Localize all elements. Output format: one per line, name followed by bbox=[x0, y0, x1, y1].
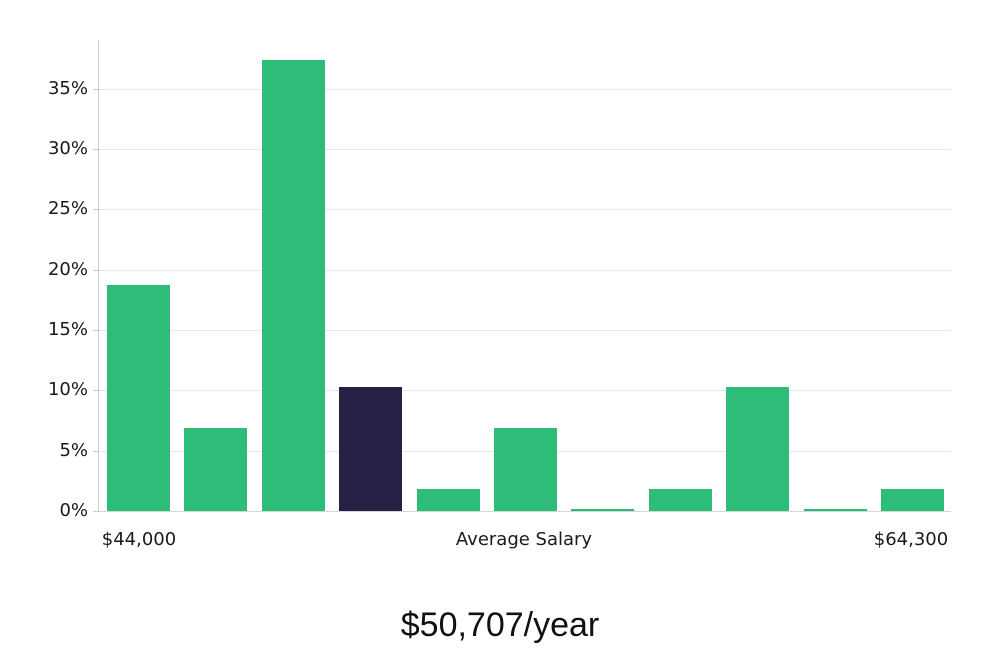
y-axis-tick-label: 35% bbox=[47, 77, 88, 99]
y-axis-tickmark bbox=[93, 511, 99, 512]
x-axis-label-average-salary: Average Salary bbox=[455, 529, 593, 550]
bar-11[interactable] bbox=[881, 489, 944, 511]
x-axis-label-min-salary: $44,000 bbox=[101, 529, 177, 550]
gridline bbox=[99, 88, 951, 90]
y-axis-tick-label: 25% bbox=[47, 198, 88, 220]
bar-1[interactable] bbox=[107, 285, 170, 511]
bar-6[interactable] bbox=[494, 427, 557, 511]
bar-9[interactable] bbox=[726, 386, 790, 511]
y-axis-tickmark bbox=[93, 269, 99, 271]
y-axis-tick-label: 10% bbox=[47, 379, 88, 401]
y-axis-tickmark bbox=[93, 330, 99, 332]
gridline bbox=[99, 269, 951, 271]
y-axis-tick-label: 30% bbox=[47, 138, 88, 160]
average-salary-title: $50,707/year bbox=[400, 606, 600, 644]
bar-8[interactable] bbox=[648, 489, 712, 511]
bar-4-highlighted[interactable] bbox=[339, 386, 403, 511]
y-axis-tick-label: 20% bbox=[47, 258, 88, 280]
y-axis-tickmark bbox=[93, 209, 99, 211]
gridline bbox=[99, 330, 951, 332]
plot-area: 0% 5% 10% 15% 20% 25% 30% 35% bbox=[48, 40, 951, 520]
gridline bbox=[99, 209, 951, 211]
y-axis-tickmark bbox=[93, 390, 99, 392]
y-axis-tick-label: 0% bbox=[59, 500, 88, 521]
bar-3[interactable] bbox=[261, 59, 325, 511]
bar-2[interactable] bbox=[184, 427, 248, 511]
bar-10[interactable] bbox=[803, 508, 867, 511]
x-axis: $44,000 Average Salary $64,300 bbox=[0, 529, 1000, 553]
y-axis-tickmark bbox=[93, 149, 99, 151]
y-axis-tick-label: 5% bbox=[59, 439, 88, 461]
x-axis-label-max-salary: $64,300 bbox=[873, 529, 949, 550]
y-axis-tickmark bbox=[93, 88, 99, 90]
gridline bbox=[99, 390, 951, 392]
y-axis-tickmark bbox=[93, 450, 99, 452]
gridline bbox=[99, 149, 951, 151]
y-axis-tick-label: 15% bbox=[47, 319, 88, 341]
bar-5[interactable] bbox=[416, 489, 480, 511]
bar-7[interactable] bbox=[571, 508, 635, 511]
